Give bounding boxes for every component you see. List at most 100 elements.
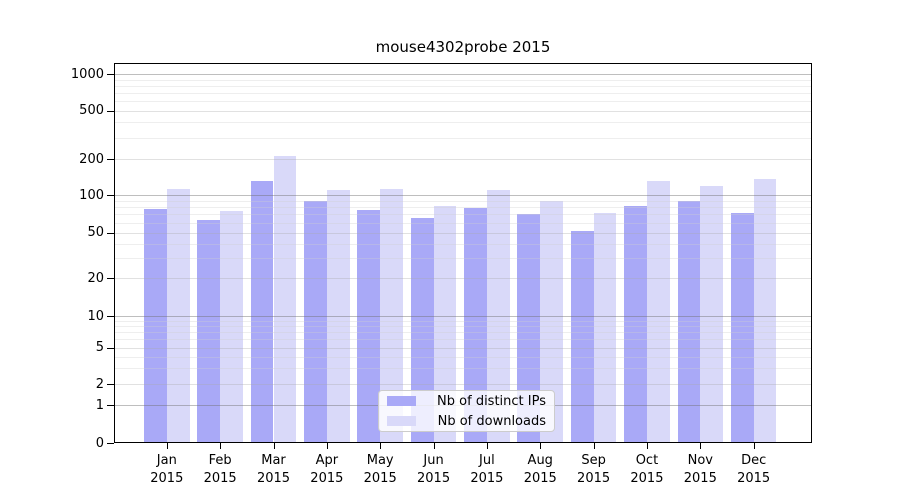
bar-downloads-may	[380, 189, 403, 443]
gridline-minor	[115, 326, 811, 328]
x-tick-label: Jul 2015	[470, 453, 504, 486]
x-tick-mark	[540, 443, 542, 449]
x-tick-label: Dec 2015	[737, 453, 771, 486]
y-tick-mark	[107, 384, 114, 386]
gridline-minor	[115, 207, 811, 209]
x-tick-label: May 2015	[363, 453, 397, 486]
y-tick-label: 1	[95, 397, 104, 413]
bar-ips-mar	[250, 181, 274, 443]
gridline-minor	[115, 92, 811, 94]
bar-downloads-dec	[753, 179, 777, 443]
legend-swatch-distinct-ips	[387, 396, 416, 406]
gridline-minor	[115, 222, 811, 224]
gridline	[115, 316, 811, 317]
y-tick-mark	[107, 405, 114, 406]
y-tick-label: 1000	[70, 66, 104, 82]
legend-label-distinct-ips: Nb of distinct IPs	[437, 393, 546, 409]
x-tick-label: Sep 2015	[577, 453, 611, 486]
gridline	[115, 110, 811, 112]
gridline-minor	[115, 368, 811, 370]
bar-ips-may	[357, 209, 381, 443]
y-tick-label: 10	[87, 308, 104, 324]
bar-downloads-apr	[326, 190, 350, 443]
y-tick-mark	[107, 347, 114, 349]
x-tick-label: Jun 2015	[417, 453, 451, 486]
bar-downloads-jun	[433, 205, 457, 443]
x-tick-label: Mar 2015	[256, 453, 291, 486]
legend-item-distinct-ips: Nb of distinct IPs	[387, 393, 546, 409]
chart-title: mouse4302probe 2015	[375, 38, 551, 56]
y-tick-mark	[107, 316, 114, 317]
gridline	[115, 384, 811, 386]
bar-ips-dec	[730, 212, 754, 443]
gridline-minor	[115, 137, 811, 139]
bar-ips-jan	[144, 208, 167, 443]
y-tick-mark	[107, 110, 114, 112]
gridline-minor	[115, 356, 811, 358]
x-tick-mark	[646, 443, 648, 449]
bar-ips-apr	[304, 200, 327, 443]
y-tick-mark	[107, 443, 114, 444]
gridline-minor	[115, 85, 811, 87]
y-tick-label: 20	[87, 270, 104, 286]
bar-ips-feb	[197, 220, 221, 443]
legend-item-downloads: Nb of downloads	[387, 413, 546, 429]
gridline	[115, 232, 811, 234]
gridline-minor	[115, 332, 811, 334]
gridline-minor	[115, 243, 811, 245]
x-tick-mark	[753, 443, 755, 449]
y-tick-label: 2	[95, 376, 104, 392]
x-tick-mark	[380, 443, 382, 449]
bar-downloads-feb	[220, 210, 243, 443]
bar-ips-aug	[517, 214, 541, 443]
y-tick-label: 5	[95, 340, 104, 356]
x-tick-mark	[166, 443, 168, 449]
gridline-minor	[115, 200, 811, 202]
y-tick-mark	[107, 195, 114, 196]
bar-ips-oct	[624, 205, 647, 443]
gridline	[115, 195, 811, 196]
bar-downloads-oct	[646, 180, 670, 443]
x-tick-label: Apr 2015	[310, 453, 344, 486]
bar-downloads-jan	[166, 189, 190, 443]
x-tick-mark	[486, 443, 488, 449]
legend: Nb of distinct IPs Nb of downloads	[378, 390, 555, 432]
y-tick-label: 200	[79, 151, 104, 167]
x-tick-mark	[700, 443, 702, 449]
bar-ips-nov	[677, 200, 701, 443]
gridline	[115, 74, 811, 75]
x-tick-mark	[326, 443, 328, 449]
bar-downloads-jul	[486, 189, 510, 443]
x-tick-label: Jan 2015	[150, 453, 184, 486]
x-tick-label: Aug 2015	[523, 453, 557, 486]
gridline-minor	[115, 339, 811, 341]
x-tick-mark	[273, 443, 275, 449]
legend-swatch-downloads	[387, 416, 416, 426]
y-tick-mark	[107, 159, 114, 160]
x-tick-mark	[593, 443, 595, 449]
y-tick-label: 500	[79, 103, 104, 119]
x-tick-label: Oct 2015	[630, 453, 664, 486]
x-tick-mark	[220, 443, 222, 449]
bar-downloads-sep	[593, 212, 617, 443]
y-tick-label: 50	[87, 225, 104, 241]
gridline-minor	[115, 214, 811, 216]
bar-ips-jun	[410, 218, 434, 443]
gridline-minor	[115, 257, 811, 259]
y-tick-mark	[107, 278, 114, 279]
gridline-minor	[115, 79, 811, 81]
bar-downloads-mar	[273, 156, 297, 443]
legend-label-downloads: Nb of downloads	[437, 413, 546, 429]
gridline	[115, 347, 811, 349]
y-tick-mark	[107, 74, 114, 75]
bar-ips-jul	[464, 207, 487, 443]
bar-downloads-aug	[540, 200, 564, 443]
bar-ips-sep	[570, 230, 594, 443]
gridline-minor	[115, 101, 811, 103]
bar-downloads-nov	[700, 186, 724, 443]
y-tick-mark	[107, 232, 114, 234]
gridline-minor	[115, 122, 811, 124]
x-tick-mark	[433, 443, 435, 449]
gridline	[115, 159, 811, 160]
